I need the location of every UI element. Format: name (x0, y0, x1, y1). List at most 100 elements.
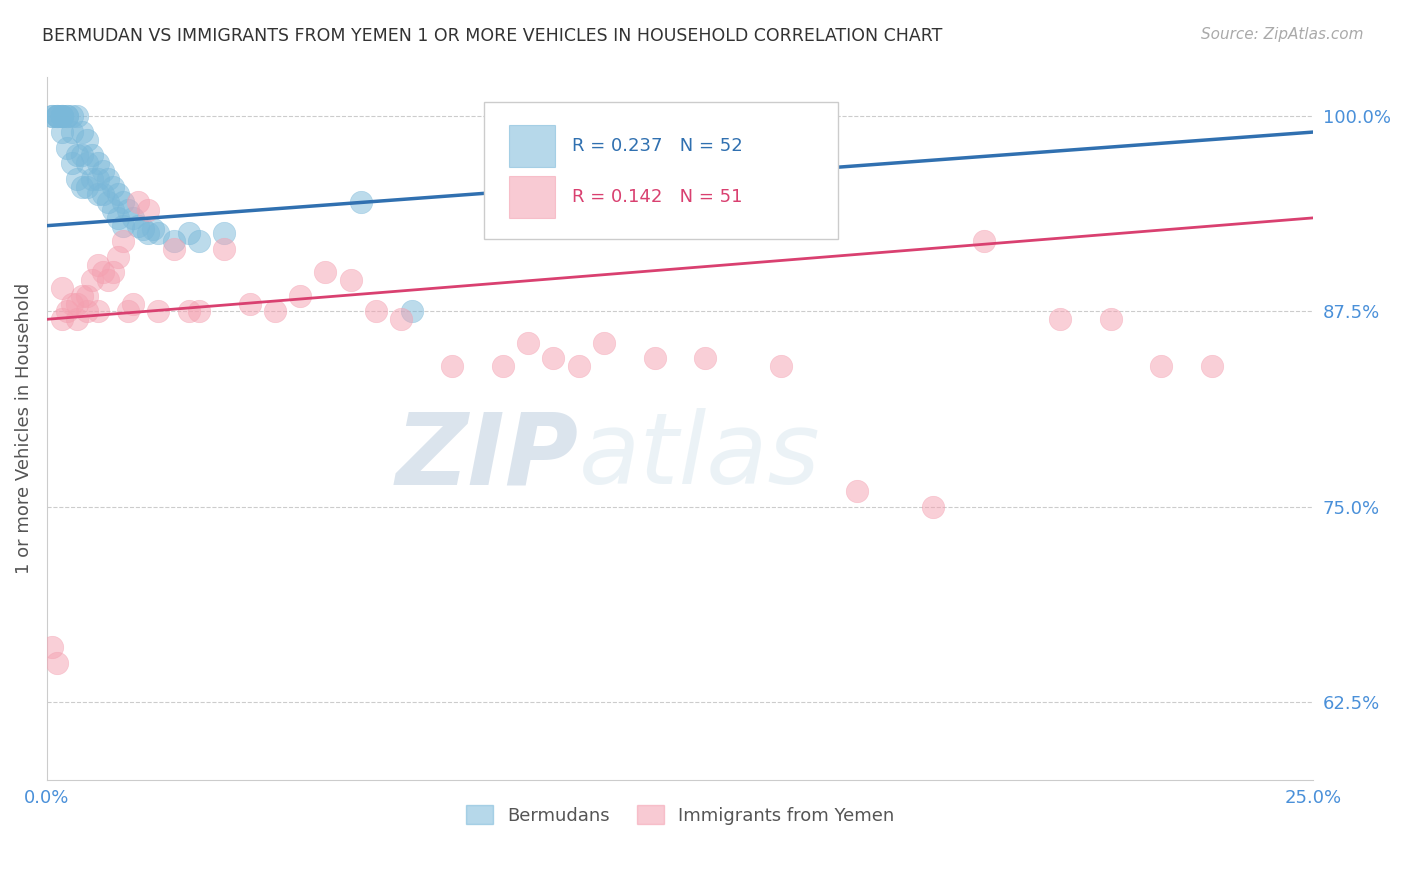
Point (76, 289, 98, 303)
Point (46, 110, 69, 124)
Point (46, 656, 69, 670)
Point (97, 195, 120, 210)
Point (492, 359, 515, 373)
Point (107, 187, 129, 202)
Legend: Bermudans, Immigrants from Yemen: Bermudans, Immigrants from Yemen (457, 797, 904, 834)
Point (350, 195, 373, 210)
Point (366, 304, 388, 318)
Point (82, 148, 104, 162)
Point (973, 234, 995, 248)
Point (162, 242, 184, 256)
Point (148, 227, 170, 241)
Point (86, 258, 108, 272)
Text: Source: ZipAtlas.com: Source: ZipAtlas.com (1201, 27, 1364, 42)
Point (187, 234, 209, 248)
Point (1150, 359, 1173, 373)
Point (111, 234, 134, 248)
Point (770, 359, 793, 373)
Text: BERMUDAN VS IMMIGRANTS FROM YEMEN 1 OR MORE VEHICLES IN HOUSEHOLD CORRELATION CH: BERMUDAN VS IMMIGRANTS FROM YEMEN 1 OR M… (42, 27, 942, 45)
Point (122, 211, 145, 225)
Point (60, 296, 83, 310)
Point (593, 335, 616, 350)
Point (136, 203, 159, 218)
Point (127, 219, 149, 233)
Point (51, 125, 73, 139)
Point (695, 351, 717, 366)
Point (177, 304, 200, 318)
Point (340, 273, 363, 287)
Point (401, 304, 423, 318)
Point (76, 304, 98, 318)
Point (127, 195, 149, 210)
Y-axis label: 1 or more Vehicles in Household: 1 or more Vehicles in Household (15, 283, 32, 574)
Point (1099, 312, 1122, 326)
Point (51, 281, 73, 295)
Point (107, 250, 129, 264)
Point (86, 172, 108, 186)
Text: R = 0.142   N = 51: R = 0.142 N = 51 (572, 188, 742, 206)
Point (72, 148, 94, 162)
Point (97, 273, 120, 287)
Point (66, 110, 89, 124)
Point (212, 242, 235, 256)
Point (1049, 312, 1071, 326)
FancyBboxPatch shape (509, 177, 555, 218)
Point (82, 172, 104, 186)
Point (51, 110, 73, 124)
Point (97, 172, 120, 186)
Text: ZIP: ZIP (395, 409, 579, 505)
Point (86, 304, 108, 318)
Text: R = 0.237   N = 52: R = 0.237 N = 52 (572, 136, 744, 154)
Point (142, 221, 165, 235)
Point (91, 265, 114, 279)
Point (391, 312, 413, 326)
Point (162, 234, 184, 248)
Point (60, 156, 83, 170)
Point (46, 110, 69, 124)
Point (76, 133, 98, 147)
Point (117, 203, 139, 218)
Point (56, 110, 79, 124)
Point (41, 110, 63, 124)
Point (441, 359, 464, 373)
Point (51, 110, 73, 124)
Point (177, 227, 200, 241)
Point (82, 273, 104, 287)
Point (66, 148, 89, 162)
Point (56, 141, 79, 155)
Text: atlas: atlas (579, 409, 820, 505)
FancyBboxPatch shape (509, 125, 555, 167)
Point (238, 296, 260, 310)
Point (72, 125, 94, 139)
Point (101, 265, 124, 279)
Point (101, 203, 124, 218)
Point (91, 164, 114, 178)
Point (72, 179, 94, 194)
Point (76, 156, 98, 170)
Point (543, 351, 565, 366)
Point (56, 110, 79, 124)
Point (846, 483, 869, 498)
Point (91, 187, 114, 202)
Point (41, 110, 63, 124)
Point (1201, 359, 1223, 373)
Point (922, 500, 945, 514)
Point (111, 195, 134, 210)
Point (76, 179, 98, 194)
FancyBboxPatch shape (484, 102, 838, 239)
Point (86, 156, 108, 170)
Point (187, 304, 209, 318)
Point (46, 110, 69, 124)
Point (51, 312, 73, 326)
Point (122, 296, 145, 310)
Point (60, 110, 83, 124)
Point (517, 335, 540, 350)
Point (132, 221, 155, 235)
Point (111, 219, 134, 233)
Point (51, 110, 73, 124)
Point (568, 359, 591, 373)
Point (72, 289, 94, 303)
Point (288, 289, 311, 303)
Point (315, 265, 337, 279)
Point (263, 304, 285, 318)
